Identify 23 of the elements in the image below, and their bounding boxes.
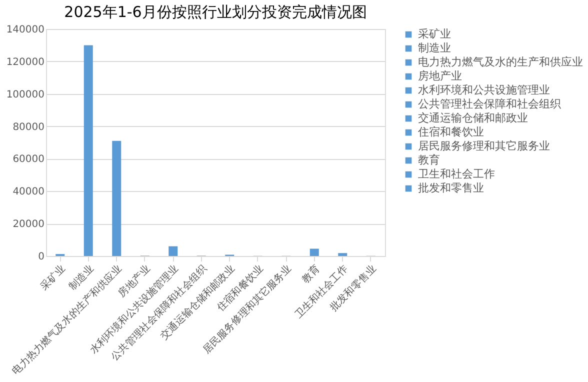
legend-label: 房地产业	[418, 70, 462, 82]
y-tick-label: 20000	[12, 219, 44, 230]
y-tick-label: 0	[38, 252, 44, 262]
y-tick-label: 100000	[6, 89, 44, 100]
legend-label: 卫生和社会工作	[418, 168, 495, 180]
legend-label: 水利环境和公共设施管理业	[418, 84, 550, 96]
legend-label: 批发和零售业	[418, 182, 484, 194]
chart-title: 2025年1-6月份按照行业划分投资完成情况图	[64, 3, 367, 21]
y-tick-label: 140000	[6, 24, 44, 36]
legend-label: 采矿业	[418, 28, 451, 40]
legend-label: 居民服务修理和其它服务业	[418, 140, 550, 152]
x-tick-label: 教育	[300, 262, 322, 286]
legend-label: 交通运输仓储和邮政业	[418, 112, 528, 124]
y-tick-label: 60000	[12, 154, 44, 166]
legend-label: 制造业	[418, 42, 451, 54]
y-tick-label: 80000	[12, 122, 44, 133]
legend-label: 教育	[418, 154, 440, 166]
legend-label: 电力热力燃气及水的生产和供应业	[418, 56, 583, 68]
y-tick-label: 40000	[12, 186, 44, 198]
y-tick-label: 120000	[6, 56, 44, 68]
legend-label: 公共管理社会保障和社会组织	[418, 98, 561, 110]
x-tick-label: 采矿业	[38, 262, 68, 292]
legend-label: 住宿和餐饮业	[418, 126, 484, 138]
